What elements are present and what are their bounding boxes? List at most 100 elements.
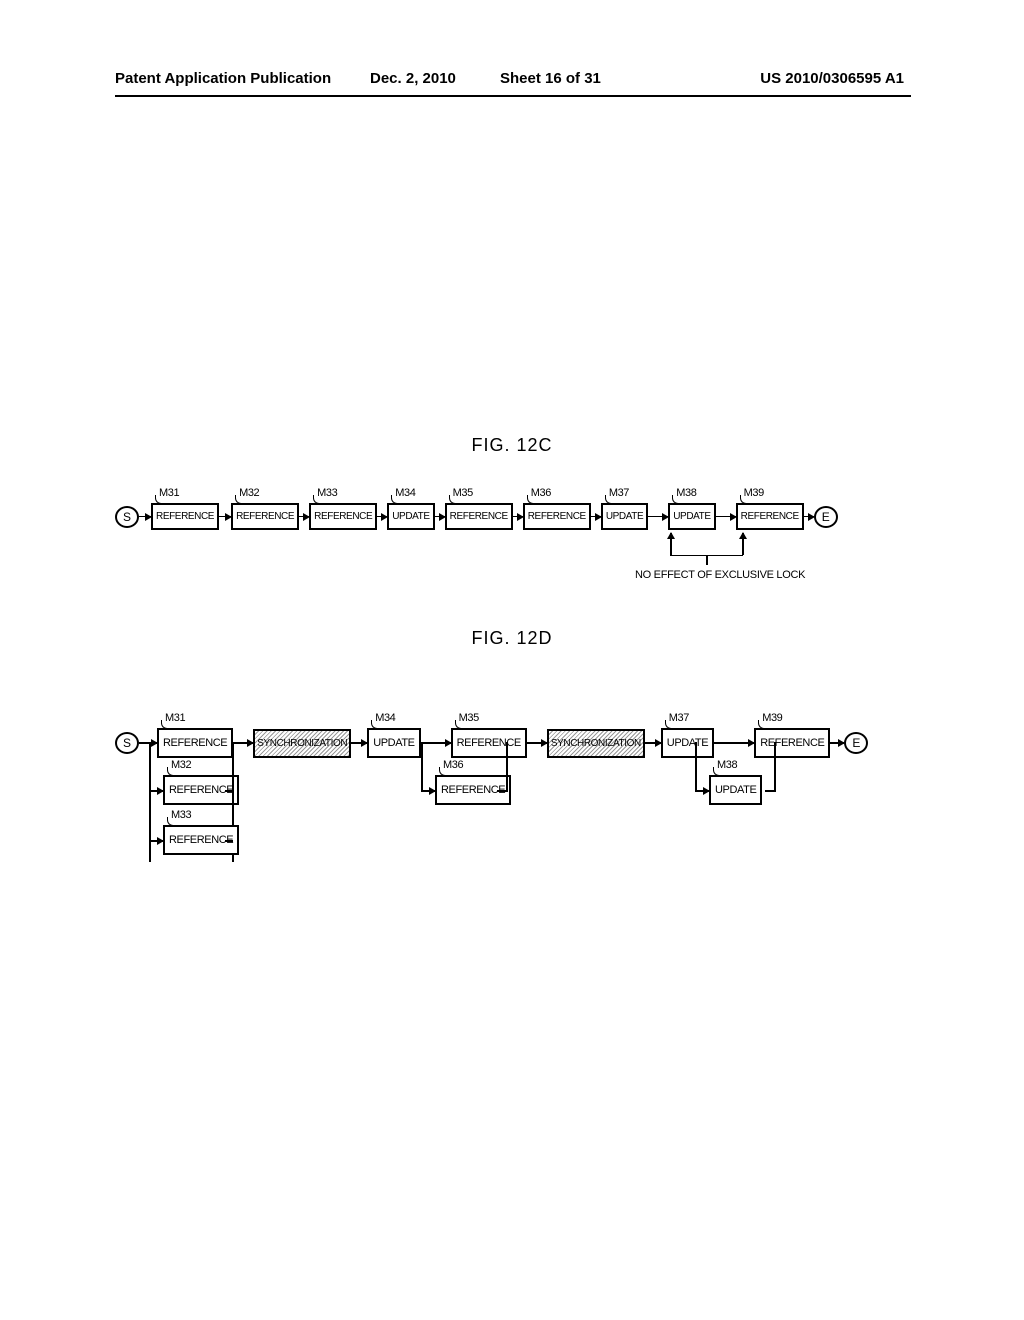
branch-vline [695, 742, 697, 792]
label-m34: M34 [375, 712, 395, 724]
box-text: REFERENCE [236, 511, 294, 522]
arrow-icon [351, 742, 367, 744]
page: Patent Application Publication US 2010/0… [0, 0, 1024, 1320]
header-date: Dec. 2, 2010 [370, 70, 456, 87]
box-m35: M35 REFERENCE [445, 503, 513, 530]
box-m32: M32 REFERENCE [231, 503, 299, 530]
arrow-icon [591, 516, 601, 518]
label-m31: M31 [165, 712, 185, 724]
box-m38: M38 UPDATE [709, 775, 762, 805]
branch-vline [774, 742, 776, 792]
branch-vline [149, 742, 151, 862]
sync-box: SYNCHRONIZATION [253, 729, 351, 758]
box-text: REFERENCE [314, 511, 372, 522]
fig12c-title: FIG. 12C [0, 435, 1024, 456]
box-m36: M36 REFERENCE [523, 503, 591, 530]
header-rule [115, 95, 911, 97]
fig12d-diagram: S M31 REFERENCE SYNCHRONIZATION M34 UPDA… [115, 700, 915, 930]
header-left: Patent Application Publication [115, 70, 331, 87]
label-m31: M31 [159, 487, 179, 499]
sync-text: SYNCHRONIZATION [257, 738, 347, 749]
box-text: REFERENCE [457, 737, 521, 749]
label-m36: M36 [531, 487, 551, 499]
label-m35: M35 [453, 487, 473, 499]
branch-arrow [149, 840, 163, 842]
sync-box: SYNCHRONIZATION [547, 729, 645, 758]
arrow-icon [830, 742, 844, 744]
box-m38: M38 UPDATE [668, 503, 715, 530]
box-text: UPDATE [715, 784, 756, 796]
fig12d-title: FIG. 12D [0, 628, 1024, 649]
box-m37: M37 UPDATE [661, 728, 714, 758]
note-text: NO EFFECT OF EXCLUSIVE LOCK [635, 569, 805, 581]
line [233, 742, 243, 744]
line [527, 742, 537, 744]
box-m37: M37 UPDATE [601, 503, 648, 530]
box-text: UPDATE [667, 737, 708, 749]
box-m33: M33 REFERENCE [309, 503, 377, 530]
header-sheet: Sheet 16 of 31 [500, 70, 601, 87]
arrow-icon [243, 742, 253, 744]
box-text: UPDATE [373, 737, 414, 749]
fig12c-row: S M31 REFERENCE M32 REFERENCE M33 REFERE… [115, 503, 838, 530]
bracket-tick [706, 555, 708, 565]
label-m39: M39 [744, 487, 764, 499]
arrow-icon [139, 516, 151, 518]
arrow-icon [804, 516, 814, 518]
arrow-icon [645, 742, 661, 744]
label-m38: M38 [676, 487, 696, 499]
arrow-up-icon [670, 533, 672, 555]
arrow-icon [648, 516, 668, 518]
branch-vline [506, 742, 508, 792]
label-m34: M34 [395, 487, 415, 499]
box-text: REFERENCE [163, 737, 227, 749]
box-m31: M31 REFERENCE [151, 503, 219, 530]
box-m39: M39 REFERENCE [754, 728, 830, 758]
arrow-icon [299, 516, 309, 518]
fig12d-main-row: S M31 REFERENCE SYNCHRONIZATION M34 UPDA… [115, 728, 868, 758]
box-m39: M39 REFERENCE [736, 503, 804, 530]
arrow-icon [219, 516, 231, 518]
label-m36: M36 [443, 759, 463, 771]
arrow-icon [377, 516, 387, 518]
branch-arrow [149, 790, 163, 792]
box-m31: M31 REFERENCE [157, 728, 233, 758]
end-terminal: E [844, 732, 868, 754]
box-text: UPDATE [392, 511, 429, 522]
box-m35: M35 REFERENCE [451, 728, 527, 758]
label-m37: M37 [669, 712, 689, 724]
start-terminal: S [115, 506, 139, 528]
arrow-icon [714, 742, 754, 744]
arrow-icon [537, 742, 547, 744]
label-m38: M38 [717, 759, 737, 771]
sync-text: SYNCHRONIZATION [551, 738, 641, 749]
box-text: REFERENCE [741, 511, 799, 522]
box-text: REFERENCE [528, 511, 586, 522]
arrow-icon [435, 516, 445, 518]
header-right: US 2010/0306595 A1 [760, 70, 904, 87]
label-m32: M32 [239, 487, 259, 499]
box-m34: M34 UPDATE [387, 503, 434, 530]
arrow-icon [421, 742, 451, 744]
label-m33: M33 [317, 487, 337, 499]
label-m39: M39 [762, 712, 782, 724]
arrow-icon [716, 516, 736, 518]
box-m34: M34 UPDATE [367, 728, 420, 758]
label-m37: M37 [609, 487, 629, 499]
label-m35: M35 [459, 712, 479, 724]
box-text: REFERENCE [441, 784, 505, 796]
end-terminal: E [814, 506, 838, 528]
box-text: UPDATE [673, 511, 710, 522]
box-text: UPDATE [606, 511, 643, 522]
branch-arrow [695, 790, 709, 792]
start-terminal: S [115, 732, 139, 754]
arrow-up-icon [742, 533, 744, 555]
label-m33: M33 [171, 809, 191, 821]
branch-line [225, 840, 233, 842]
box-text: REFERENCE [169, 784, 233, 796]
box-text: REFERENCE [450, 511, 508, 522]
label-m32: M32 [171, 759, 191, 771]
arrow-icon [139, 742, 157, 744]
box-text: REFERENCE [156, 511, 214, 522]
arrow-icon [513, 516, 523, 518]
